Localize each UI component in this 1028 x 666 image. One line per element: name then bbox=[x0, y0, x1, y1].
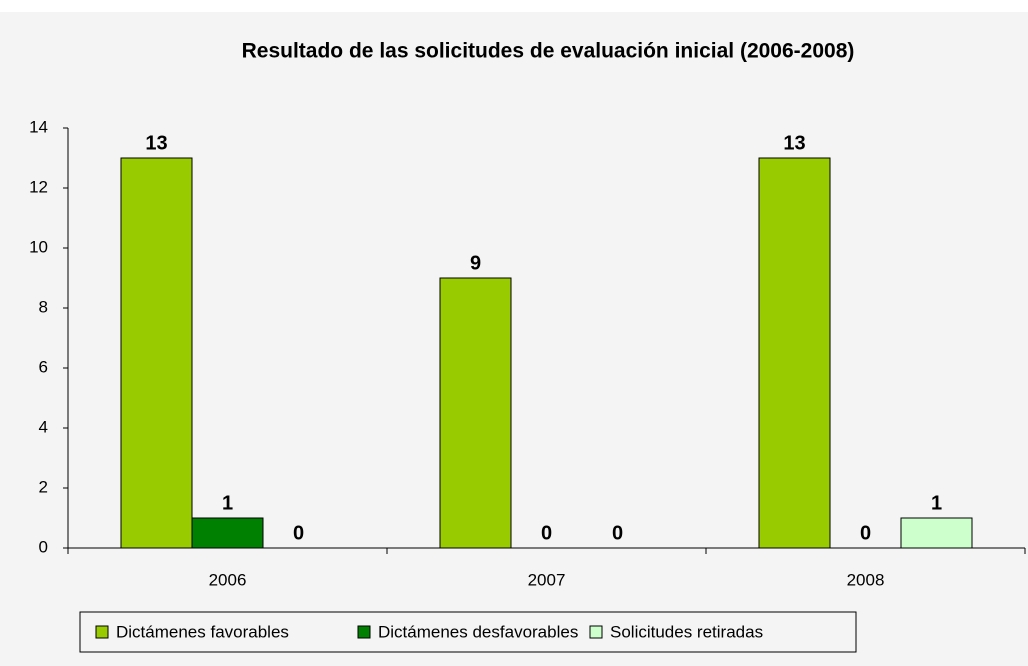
value-label: 1 bbox=[222, 492, 233, 514]
chart-title: Resultado de las solicitudes de evaluaci… bbox=[242, 40, 855, 63]
x-tick-label: 2008 bbox=[847, 570, 885, 589]
y-tick-label: 6 bbox=[39, 357, 48, 376]
legend-label: Dictámenes favorables bbox=[116, 622, 289, 641]
y-tick-label: 4 bbox=[39, 417, 48, 436]
x-tick-label: 2006 bbox=[209, 570, 247, 589]
value-label: 1 bbox=[931, 492, 942, 514]
bar bbox=[900, 517, 973, 549]
y-tick-label: 14 bbox=[29, 117, 48, 136]
bar bbox=[191, 517, 264, 549]
legend-swatch bbox=[589, 625, 603, 639]
x-tick-label: 2007 bbox=[528, 570, 566, 589]
value-label: 0 bbox=[612, 522, 623, 544]
y-tick-label: 2 bbox=[39, 477, 48, 496]
value-label: 13 bbox=[783, 132, 805, 154]
legend-label: Dictámenes desfavorables bbox=[378, 622, 578, 641]
bar bbox=[758, 157, 831, 549]
legend-swatch bbox=[95, 625, 109, 639]
value-label: 0 bbox=[541, 522, 552, 544]
value-label: 0 bbox=[293, 522, 304, 544]
value-label: 0 bbox=[860, 522, 871, 544]
y-tick-label: 10 bbox=[29, 237, 48, 256]
legend-label: Solicitudes retiradas bbox=[610, 622, 763, 641]
value-label: 9 bbox=[470, 252, 481, 274]
y-tick-label: 12 bbox=[29, 177, 48, 196]
bar bbox=[439, 277, 512, 549]
legend-swatch bbox=[357, 625, 371, 639]
bar bbox=[120, 157, 193, 549]
legend-box bbox=[79, 611, 857, 653]
value-label: 13 bbox=[145, 132, 167, 154]
y-tick-label: 8 bbox=[39, 297, 48, 316]
y-tick-label: 0 bbox=[39, 537, 48, 556]
